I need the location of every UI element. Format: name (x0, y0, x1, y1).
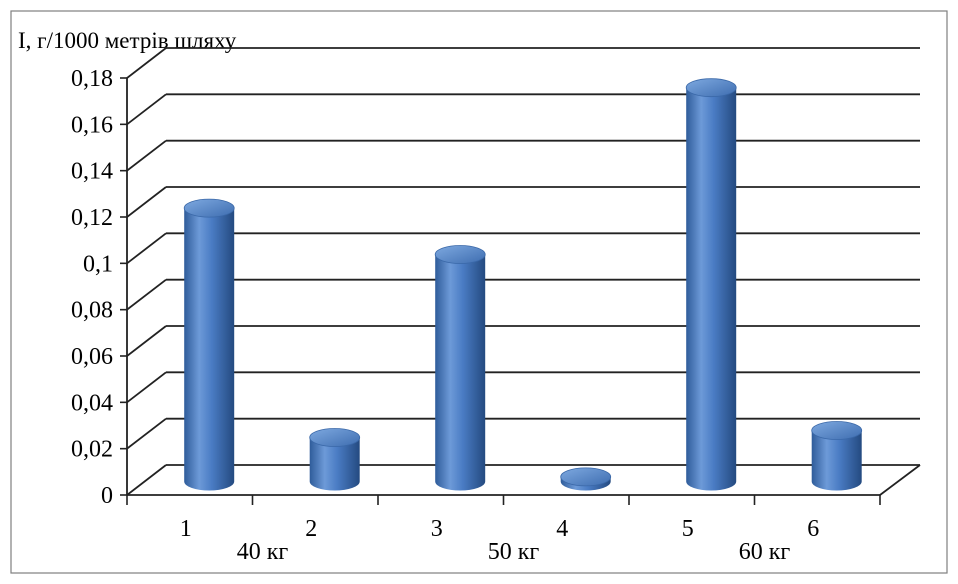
bar-body (184, 208, 235, 491)
gridline-side (126, 232, 167, 265)
gridline-side (126, 417, 167, 450)
y-tick-label: 0,12 (71, 205, 113, 231)
bar (434, 245, 486, 491)
y-tick-label: 0 (101, 483, 113, 509)
y-tick-labels: 0 0,02 0,04 0,06 0,08 0,1 0,12 0,14 0,16 0,18 (71, 66, 113, 509)
gridline-side (126, 139, 167, 172)
bar (685, 78, 737, 491)
floor-edge (879, 464, 921, 496)
bar (183, 198, 235, 491)
bar-body (686, 87, 737, 491)
gridlines (126, 47, 920, 496)
bar-body (811, 430, 862, 491)
bar-top (434, 245, 486, 264)
x-tick-label: 4 (556, 516, 568, 542)
y-axis-title: I, г/1000 метрів шляху (18, 28, 237, 53)
bar-top (309, 428, 361, 447)
gridline-side (126, 47, 167, 79)
gridline-side (126, 371, 167, 404)
bar-body (435, 254, 486, 491)
x-tick-label: 2 (305, 516, 317, 542)
x-tick-label: 3 (431, 516, 443, 542)
y-tick-label: 0,06 (71, 344, 113, 370)
bar-top (560, 467, 612, 487)
x-tick-label: 5 (682, 516, 694, 542)
bar-top (811, 421, 863, 440)
y-tick-label: 0,18 (71, 66, 113, 92)
y-tick-label: 0,14 (71, 159, 113, 185)
gridline-side (126, 186, 167, 218)
x-tick-label: 1 (180, 516, 192, 542)
bar-top (183, 198, 235, 218)
gridline-side (126, 325, 167, 357)
bars (183, 78, 863, 491)
bar-top (685, 78, 737, 98)
y-tick-label: 0,02 (71, 437, 113, 463)
group-label: 40 кг (237, 539, 289, 565)
x-tick-label: 6 (807, 516, 819, 542)
bar (811, 421, 863, 491)
gridline-side (126, 278, 167, 311)
y-tick-label: 0,1 (83, 251, 113, 277)
bar (309, 428, 361, 491)
x-tick-labels: 1 2 3 4 5 6 (180, 516, 820, 542)
y-tick-label: 0,16 (71, 112, 113, 138)
axes (120, 77, 921, 505)
gridline-side (126, 93, 167, 126)
bar (560, 467, 612, 491)
y-tick-label: 0,04 (71, 390, 113, 416)
group-labels: 40 кг 50 кг 60 кг (237, 539, 791, 565)
y-tick-label: 0,08 (71, 298, 113, 324)
group-label: 60 кг (739, 539, 791, 565)
bar-body (309, 437, 360, 491)
gridline-side (126, 464, 167, 496)
group-label: 50 кг (488, 539, 540, 565)
